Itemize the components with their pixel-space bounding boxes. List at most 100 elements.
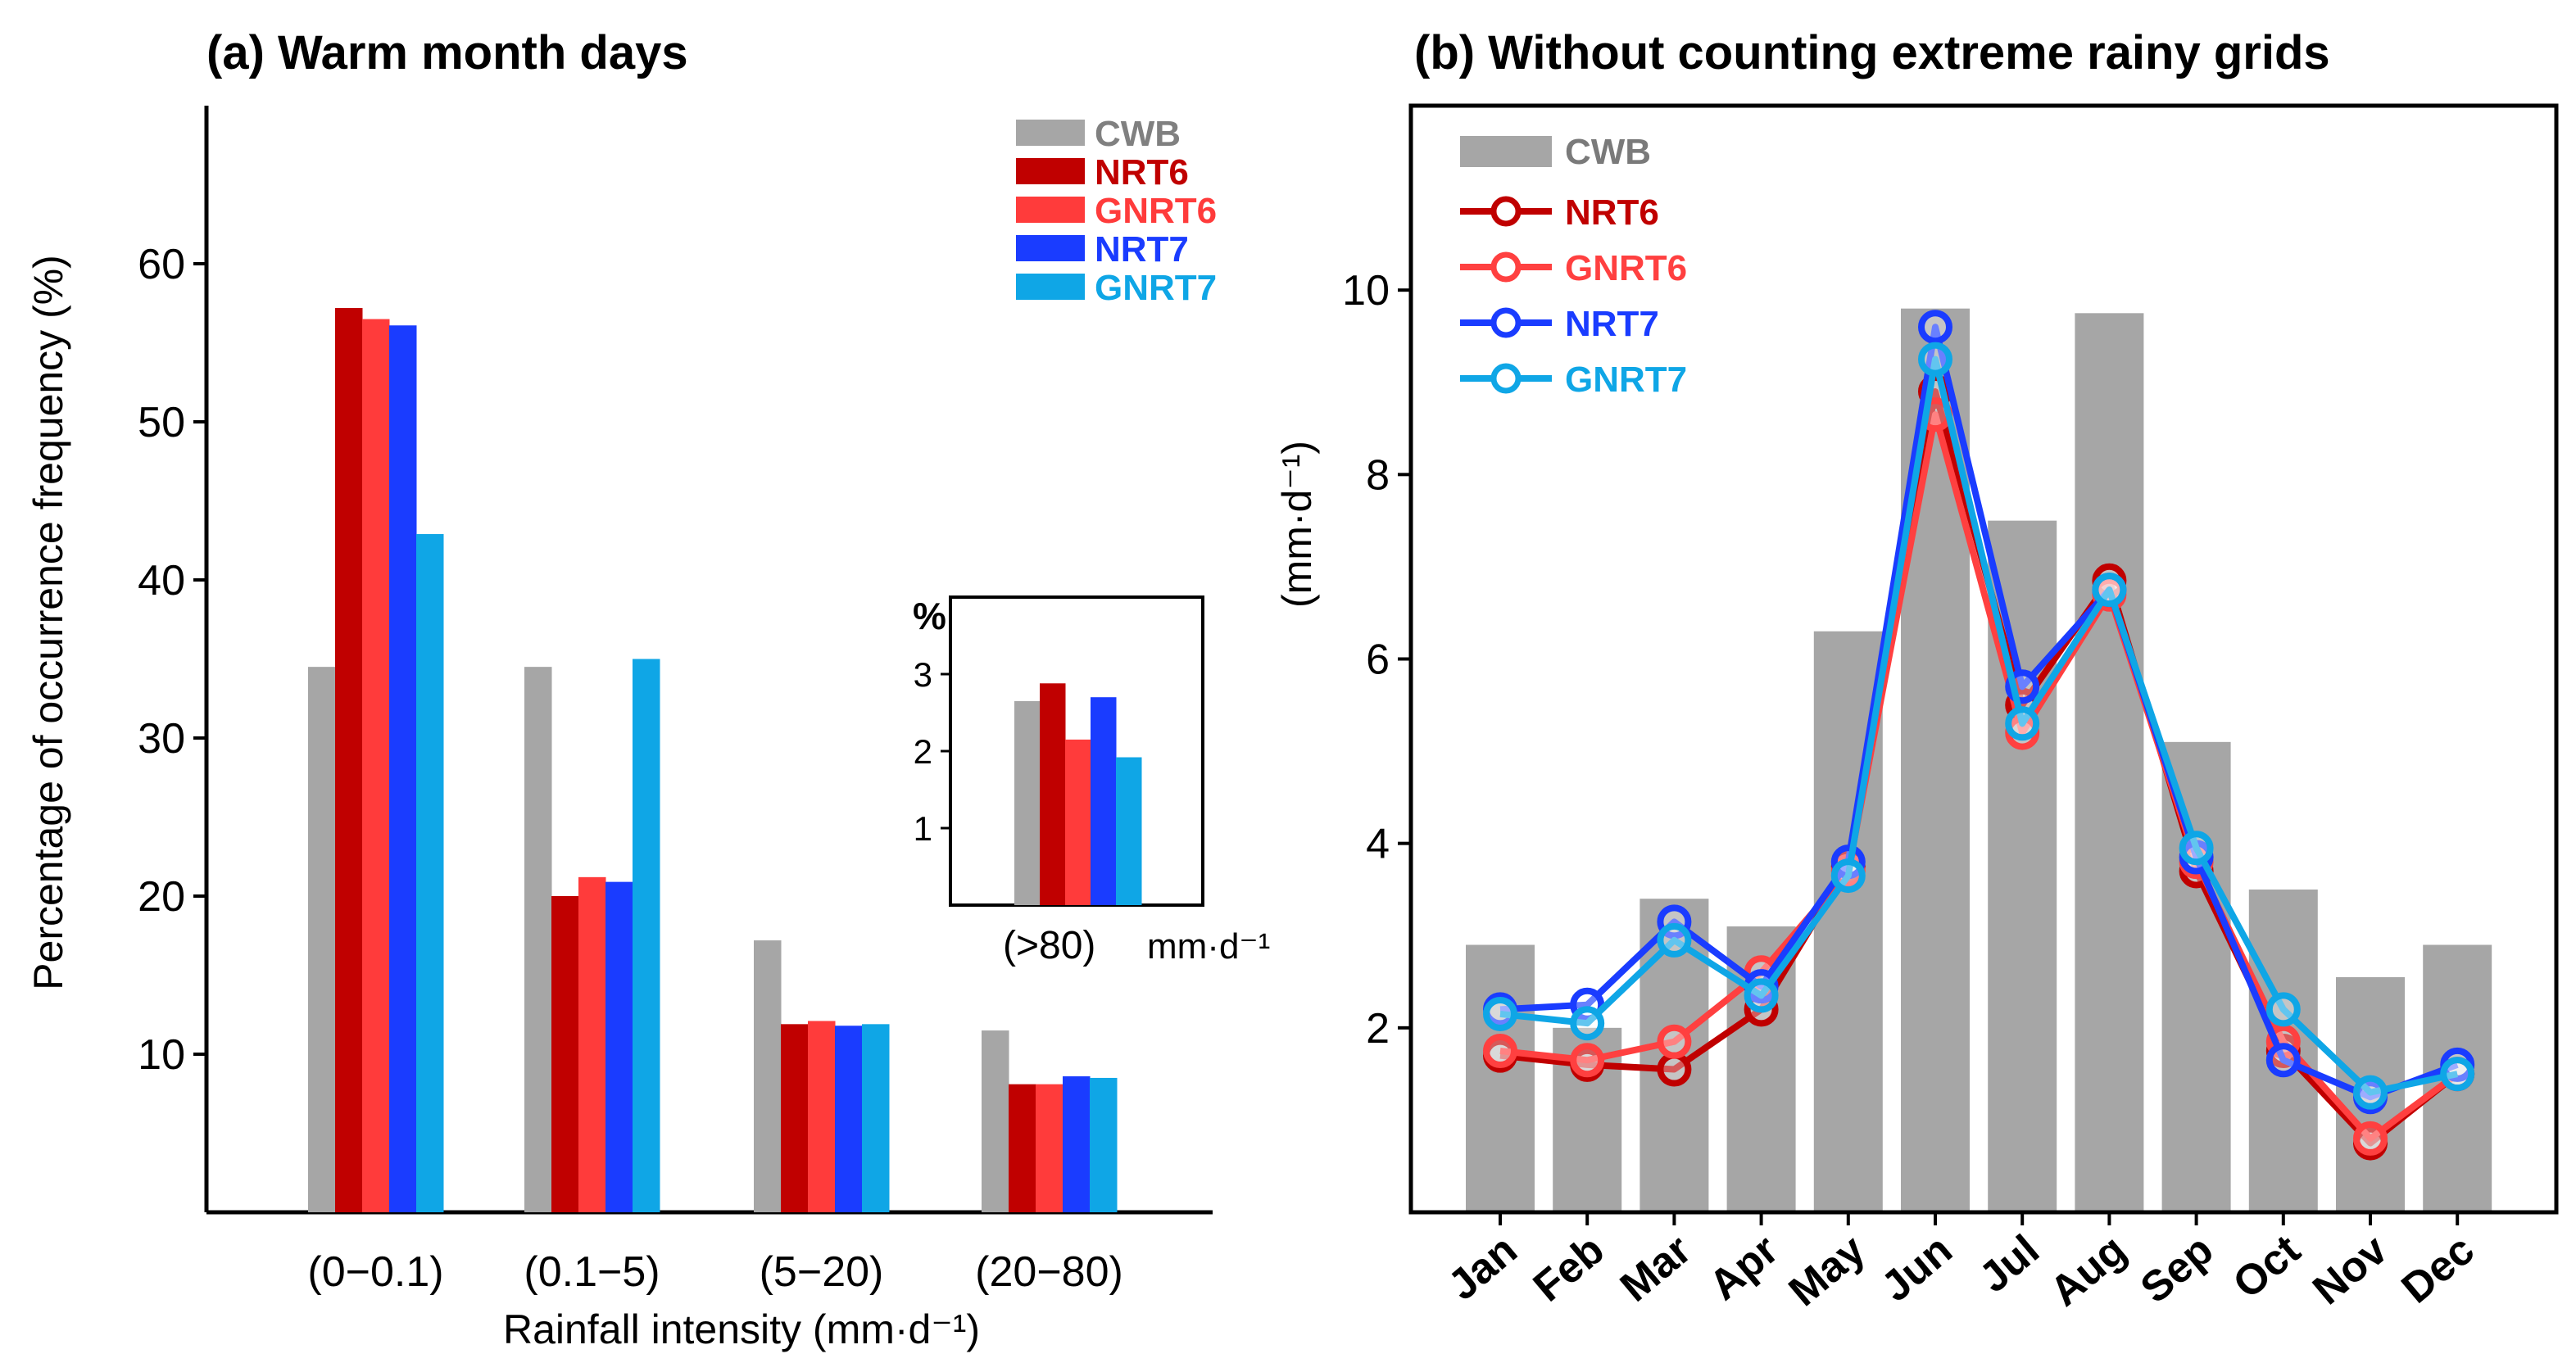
legend-swatch-cwb — [1016, 120, 1085, 146]
inset-y-tick-label: 2 — [914, 732, 932, 771]
legend-swatch-nrt7 — [1016, 235, 1085, 261]
bar-gnrt6-5-20 — [808, 1021, 836, 1212]
inset-unit-label: mm·d⁻¹ — [1147, 926, 1270, 967]
marker-nrt7-oct — [2265, 1043, 2301, 1078]
month-label-jul: Jul — [1971, 1226, 2048, 1302]
panel-b-y-tick-label: 6 — [1366, 636, 1390, 684]
month-label-jun: Jun — [1873, 1226, 1961, 1311]
panel-a-x-tick-label: (0.1−5) — [524, 1248, 660, 1296]
bar-gnrt7-20-80 — [1090, 1077, 1118, 1212]
month-label-mar: Mar — [1612, 1226, 1700, 1311]
legend-marker-gnrt6 — [1490, 251, 1522, 283]
panel-a-x-axis-label: Rainfall intensity (mm·d⁻¹) — [503, 1306, 980, 1352]
bar-nrt6-0-1-5 — [551, 896, 579, 1212]
legend-label-line-gnrt6: GNRT6 — [1565, 248, 1687, 288]
bar-nrt6-5-20 — [781, 1024, 809, 1212]
panel-a-bars — [308, 308, 1118, 1212]
inset-bar-nrt6 — [1040, 683, 1066, 905]
inset-category-label: (>80) — [1003, 924, 1095, 967]
marker-gnrt6-mar — [1657, 1024, 1692, 1059]
bar-nrt6-0-0-1 — [335, 308, 363, 1212]
marker-gnrt7-nov — [2353, 1075, 2388, 1110]
marker-gnrt6-feb — [1570, 1043, 1605, 1078]
bar-cwb-sep — [2161, 741, 2231, 1212]
bar-cwb-0-1-5 — [524, 667, 552, 1212]
legend-label-gnrt7: GNRT7 — [1095, 268, 1217, 308]
bar-nrt7-0-1-5 — [605, 881, 633, 1212]
bar-cwb-5-20 — [754, 940, 782, 1212]
marker-gnrt7-feb — [1570, 1006, 1605, 1041]
legend-swatch-gnrt6 — [1016, 197, 1085, 223]
panel-b-legend: CWB NRT6 GNRT6 NRT7 GNRT7 — [1460, 132, 1687, 400]
legend-label-nrt7: NRT7 — [1095, 229, 1189, 269]
panel-a-x-tick-label: (0−0.1) — [307, 1248, 443, 1296]
panel-a-inset: % (>80) mm·d⁻¹ 1 2 3 — [913, 595, 1270, 967]
panel-b-y-tick-label: 10 — [1342, 267, 1390, 315]
inset-bar-nrt7 — [1091, 697, 1117, 905]
line-gnrt7 — [1499, 355, 2459, 1096]
marker-gnrt7-mar — [1657, 922, 1692, 958]
legend-marker-nrt7 — [1490, 307, 1522, 338]
marker-gnrt7-apr — [1744, 978, 1779, 1013]
bar-nrt7-20-80 — [1063, 1076, 1091, 1212]
legend-label-cwb: CWB — [1095, 114, 1181, 154]
bar-nrt7-5-20 — [835, 1026, 863, 1212]
month-label-feb: Feb — [1525, 1226, 1613, 1311]
panel-a-y-tick-label: 40 — [138, 557, 185, 604]
panel-b-title: (b) Without counting extreme rainy grids — [1414, 26, 2330, 79]
panel-b-lines — [1483, 310, 2475, 1161]
panel-a-y-tick-label: 60 — [138, 241, 185, 288]
month-label-jan: Jan — [1440, 1226, 1526, 1310]
marker-gnrt7-may — [1830, 858, 1866, 894]
panel-b-bars — [1466, 308, 2492, 1212]
legend-label-cwb-bar: CWB — [1565, 132, 1651, 172]
marker-gnrt7-sep — [2179, 831, 2214, 866]
legend-swatch-nrt6 — [1016, 158, 1085, 184]
marker-gnrt7-jan — [1483, 996, 1517, 1031]
legend-marker-gnrt7 — [1490, 363, 1522, 394]
marker-nrt6-mar — [1657, 1052, 1692, 1087]
legend-marker-nrt6 — [1490, 196, 1522, 227]
marker-gnrt6-nov — [2353, 1121, 2388, 1156]
panel-a-x-tick-label: (20−80) — [975, 1248, 1123, 1296]
month-label-nov: Nov — [2304, 1226, 2397, 1315]
inset-bars — [1014, 683, 1142, 905]
bar-gnrt6-0-1-5 — [578, 876, 606, 1212]
month-label-aug: Aug — [2041, 1226, 2135, 1315]
month-label-oct: Oct — [2225, 1226, 2310, 1308]
bar-cwb-20-80 — [982, 1030, 1009, 1212]
inset-percent-label: % — [913, 595, 946, 637]
bar-cwb-aug — [2075, 313, 2144, 1212]
bar-cwb-jan — [1466, 944, 1535, 1212]
panel-b: (b) Without counting extreme rainy grids… — [1274, 26, 2559, 1315]
panel-a-title: (a) Warm month days — [206, 26, 688, 79]
legend-label-gnrt6: GNRT6 — [1095, 191, 1217, 231]
marker-gnrt7-jun — [1918, 342, 1952, 377]
bar-nrt7-0-0-1 — [389, 325, 417, 1212]
inset-bar-gnrt7 — [1116, 757, 1142, 905]
inset-bar-cwb — [1014, 700, 1041, 905]
panel-a-y-tick-label: 10 — [138, 1031, 185, 1079]
legend-label-line-nrt6: NRT6 — [1565, 192, 1659, 233]
bar-gnrt7-0-1-5 — [633, 659, 660, 1212]
bar-gnrt7-0-0-1 — [416, 534, 444, 1212]
marker-gnrt6-jan — [1483, 1033, 1517, 1068]
marker-nrt7-jun — [1918, 310, 1952, 345]
bar-nrt6-20-80 — [1009, 1084, 1036, 1212]
bar-cwb-0-0-1 — [308, 667, 336, 1212]
bar-gnrt6-0-0-1 — [362, 319, 390, 1212]
panel-b-frame — [1408, 103, 2559, 1215]
inset-axes: 1 2 3 — [914, 655, 950, 848]
inset-y-tick-label: 1 — [914, 809, 932, 848]
marker-gnrt7-jul — [2005, 706, 2040, 741]
panel-b-y-tick-label: 8 — [1366, 451, 1390, 499]
inset-bar-gnrt6 — [1065, 739, 1091, 905]
panel-b-y-tick-label: 4 — [1366, 821, 1390, 868]
marker-gnrt7-oct — [2265, 992, 2301, 1027]
panel-a: (a) Warm month days Percentage of occurr… — [25, 26, 1270, 1352]
marker-gnrt7-dec — [2440, 1057, 2475, 1092]
bar-gnrt6-20-80 — [1036, 1084, 1064, 1212]
panel-a-y-axis-label: Percentage of occurrence frequency (%) — [25, 255, 71, 990]
